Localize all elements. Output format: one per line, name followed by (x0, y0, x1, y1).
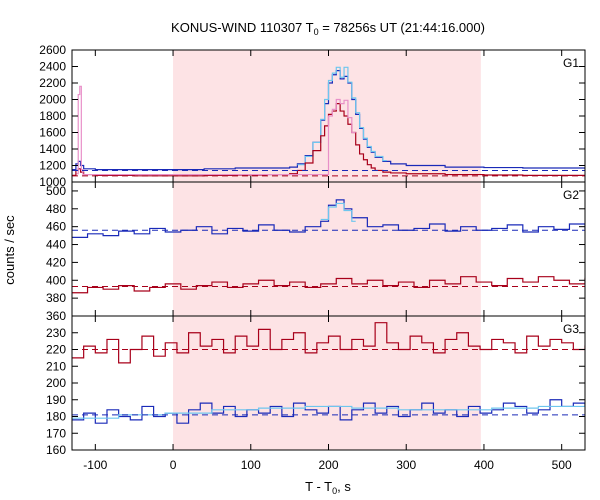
series-blue-g1 (72, 70, 585, 171)
panel-label-g2: G2 (563, 188, 579, 202)
x-tick-label: 200 (318, 458, 338, 472)
y-tick-label: 180 (46, 410, 66, 424)
axis-text: G1100012001400160018002000220024002600G2… (39, 43, 579, 472)
x-tick-label: 500 (552, 458, 572, 472)
x-axis-label-rest: , s (337, 479, 351, 494)
y-tick-label: 190 (46, 393, 66, 407)
series-cyan-g3 (72, 404, 585, 419)
y-tick-label: 2000 (39, 93, 66, 107)
x-tick-label: 100 (241, 458, 261, 472)
y-tick-label: 460 (46, 220, 66, 234)
x-tick-label: 300 (396, 458, 416, 472)
x-axis-label-main: T - T (305, 479, 332, 494)
y-tick-label: 360 (46, 309, 66, 323)
x-axis-label: T - T0, s (305, 479, 351, 496)
y-tick-label: 420 (46, 255, 66, 269)
y-tick-label: 440 (46, 238, 66, 252)
panel-label-g1: G1 (563, 56, 579, 70)
y-tick-label: 400 (46, 273, 66, 287)
chart-title: KONUS-WIND 110307 T0 = 78256s UT (21:44:… (171, 20, 485, 37)
y-tick-label: 220 (46, 343, 66, 357)
series-red-g3 (72, 322, 585, 364)
background-level-layer (72, 169, 585, 416)
y-tick-label: 500 (46, 184, 66, 198)
y-tick-label: 230 (46, 326, 66, 340)
y-tick-label: 2200 (39, 76, 66, 90)
series-blue-g2 (72, 199, 585, 238)
y-tick-label: 2400 (39, 60, 66, 74)
axis-ticks (72, 49, 585, 451)
y-tick-label: 1800 (39, 109, 66, 123)
shaded-interval (173, 50, 481, 450)
series-cyan-g1 (297, 66, 387, 166)
y-tick-label: 2600 (39, 43, 66, 57)
x-tick-label: 400 (474, 458, 494, 472)
chart-title-main: KONUS-WIND 110307 T (171, 20, 314, 35)
x-tick-label: -100 (83, 458, 107, 472)
y-tick-label: 380 (46, 291, 66, 305)
y-tick-label: 1200 (39, 159, 66, 173)
series-pink-g1 (76, 85, 356, 176)
panel-g3-series (72, 322, 585, 424)
series-cyan-g2 (320, 202, 356, 222)
x-axis-label-subscript: 0 (332, 486, 337, 496)
x-tick-label: 0 (170, 458, 177, 472)
y-axis-label: counts / sec (2, 215, 17, 285)
y-tick-label: 480 (46, 202, 66, 216)
y-tick-label: 210 (46, 359, 66, 373)
chart-title-subscript: 0 (314, 27, 319, 37)
y-tick-label: 1400 (39, 142, 66, 156)
y-tick-label: 160 (46, 443, 66, 457)
y-tick-label: 1000 (39, 175, 66, 189)
y-tick-label: 200 (46, 376, 66, 390)
y-tick-label: 170 (46, 426, 66, 440)
shaded-interval-layer (173, 50, 481, 450)
panel-label-g3: G3 (563, 322, 579, 336)
y-tick-label: 1600 (39, 126, 66, 140)
chart-title-rest: = 78256s UT (21:44:16.000) (319, 20, 485, 35)
